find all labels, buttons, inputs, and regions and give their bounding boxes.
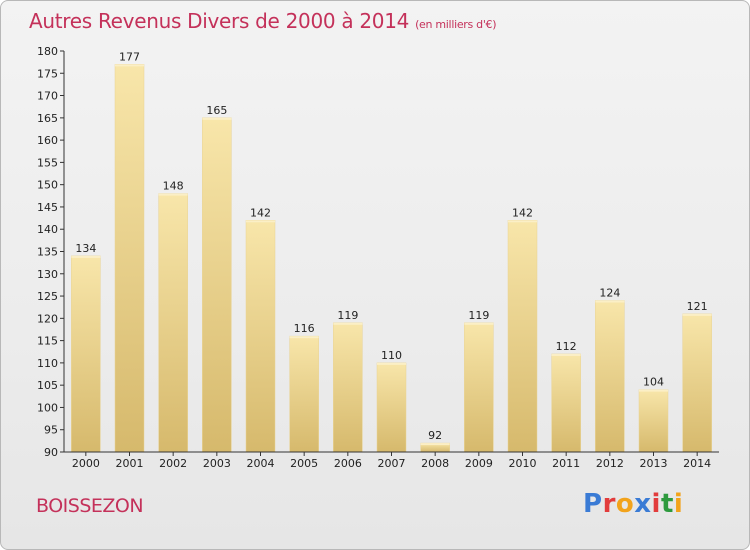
x-tick-label: 2002 xyxy=(159,457,187,470)
x-tick-label: 2014 xyxy=(683,457,711,470)
bar-value-label: 142 xyxy=(250,206,271,219)
brand-letter: i xyxy=(651,489,661,519)
bars: 134 177 148 165 142 116 119 110 92 119 142 112 124 10… xyxy=(71,50,712,453)
y-tick-label: 105 xyxy=(37,379,58,392)
bar-top-highlight xyxy=(333,322,363,325)
bar-2013 xyxy=(638,389,669,453)
bar-value-label: 119 xyxy=(468,309,489,322)
bar-top-highlight xyxy=(158,193,188,196)
brand-letter: o xyxy=(615,489,635,519)
brand-letter: x xyxy=(634,489,652,519)
commune-name: BOISSEZON xyxy=(36,495,144,517)
x-tick-label: 2001 xyxy=(116,457,144,470)
bar-top-highlight xyxy=(377,362,406,365)
bar-value-label: 92 xyxy=(428,429,442,442)
x-tick-label: 2003 xyxy=(203,457,231,470)
chart-subtitle: (en milliers d'€) xyxy=(415,18,497,31)
x-tick-label: 2012 xyxy=(596,457,624,470)
bar-value-label: 124 xyxy=(599,287,620,300)
x-tick-label: 2000 xyxy=(72,457,100,470)
y-tick-label: 160 xyxy=(37,134,58,147)
bar-value-label: 177 xyxy=(119,50,140,63)
brand-letter: i xyxy=(673,489,684,519)
bar-top-highlight xyxy=(682,313,712,316)
bar-top-highlight xyxy=(289,336,319,339)
bar-2005 xyxy=(289,335,319,453)
bar-2011 xyxy=(551,353,581,453)
bar-value-label: 148 xyxy=(163,180,184,193)
bar-value-label: 116 xyxy=(294,322,315,335)
y-tick-label: 170 xyxy=(37,90,58,103)
x-axis: 2000 2001 2002 2003 2004 2005 2006 2007 2008 2009… xyxy=(64,451,719,470)
bar-2014 xyxy=(682,313,712,453)
bar-2001 xyxy=(114,64,145,453)
brand-letter: r xyxy=(602,489,616,519)
y-tick-label: 95 xyxy=(44,424,58,437)
proxiti-logo: Proxiti xyxy=(583,489,683,519)
bar-value-label: 119 xyxy=(337,309,358,322)
y-tick-label: 115 xyxy=(37,335,58,348)
chart-title: Autres Revenus Divers de 2000 à 2014 (en … xyxy=(29,9,497,33)
bar-top-highlight xyxy=(115,64,144,67)
bar-top-highlight xyxy=(639,389,668,392)
x-tick-label: 2005 xyxy=(290,457,318,470)
bar-top-highlight xyxy=(202,117,232,120)
x-tick-label: 2006 xyxy=(334,457,362,470)
x-tick-label: 2011 xyxy=(552,457,580,470)
bar-value-label: 121 xyxy=(687,300,708,313)
brand-letter: t xyxy=(660,489,674,519)
bar-2000 xyxy=(71,255,101,453)
bar-2009 xyxy=(464,322,494,453)
y-tick-label: 135 xyxy=(37,246,58,259)
y-tick-label: 165 xyxy=(37,112,58,125)
bar-value-label: 112 xyxy=(556,340,577,353)
y-tick-label: 90 xyxy=(44,446,58,459)
bar-2006 xyxy=(333,322,363,453)
bar-top-highlight xyxy=(71,255,101,258)
brand-letter: P xyxy=(583,489,603,519)
bar-top-highlight xyxy=(246,220,275,223)
bar-top-highlight xyxy=(508,220,537,223)
y-tick-label: 140 xyxy=(37,223,58,236)
bar-value-label: 110 xyxy=(381,349,402,362)
bar-value-label: 142 xyxy=(512,206,533,219)
y-tick-label: 130 xyxy=(37,268,58,281)
x-tick-label: 2008 xyxy=(421,457,449,470)
bar-2003 xyxy=(202,117,232,453)
bar-top-highlight xyxy=(551,353,581,356)
y-tick-label: 120 xyxy=(37,312,58,325)
bar-2002 xyxy=(158,193,188,453)
bar-value-label: 104 xyxy=(643,376,664,389)
bar-2004 xyxy=(245,220,276,453)
y-tick-label: 155 xyxy=(37,156,58,169)
x-tick-label: 2010 xyxy=(509,457,537,470)
y-tick-label: 175 xyxy=(37,67,58,80)
bar-value-label: 165 xyxy=(206,104,227,117)
bar-top-highlight xyxy=(420,443,450,446)
y-axis: 90 95 100 105 110 115 120 125 130 135 140 145 150 155… xyxy=(37,45,65,459)
y-tick-label: 100 xyxy=(37,401,58,414)
x-tick-label: 2004 xyxy=(247,457,275,470)
x-tick-label: 2009 xyxy=(465,457,493,470)
x-tick-label: 2013 xyxy=(640,457,668,470)
chart-title-text: Autres Revenus Divers de 2000 à 2014 xyxy=(29,9,410,33)
y-tick-label: 150 xyxy=(37,179,58,192)
y-tick-label: 110 xyxy=(37,357,58,370)
bar-2010 xyxy=(507,220,538,453)
y-tick-label: 180 xyxy=(37,45,58,58)
bar-2012 xyxy=(595,300,625,453)
bar-2007 xyxy=(376,362,407,453)
y-tick-label: 125 xyxy=(37,290,58,303)
y-tick-label: 145 xyxy=(37,201,58,214)
x-tick-label: 2007 xyxy=(378,457,406,470)
bar-top-highlight xyxy=(595,300,625,303)
bar-top-highlight xyxy=(464,322,494,325)
bar-value-label: 134 xyxy=(75,242,96,255)
